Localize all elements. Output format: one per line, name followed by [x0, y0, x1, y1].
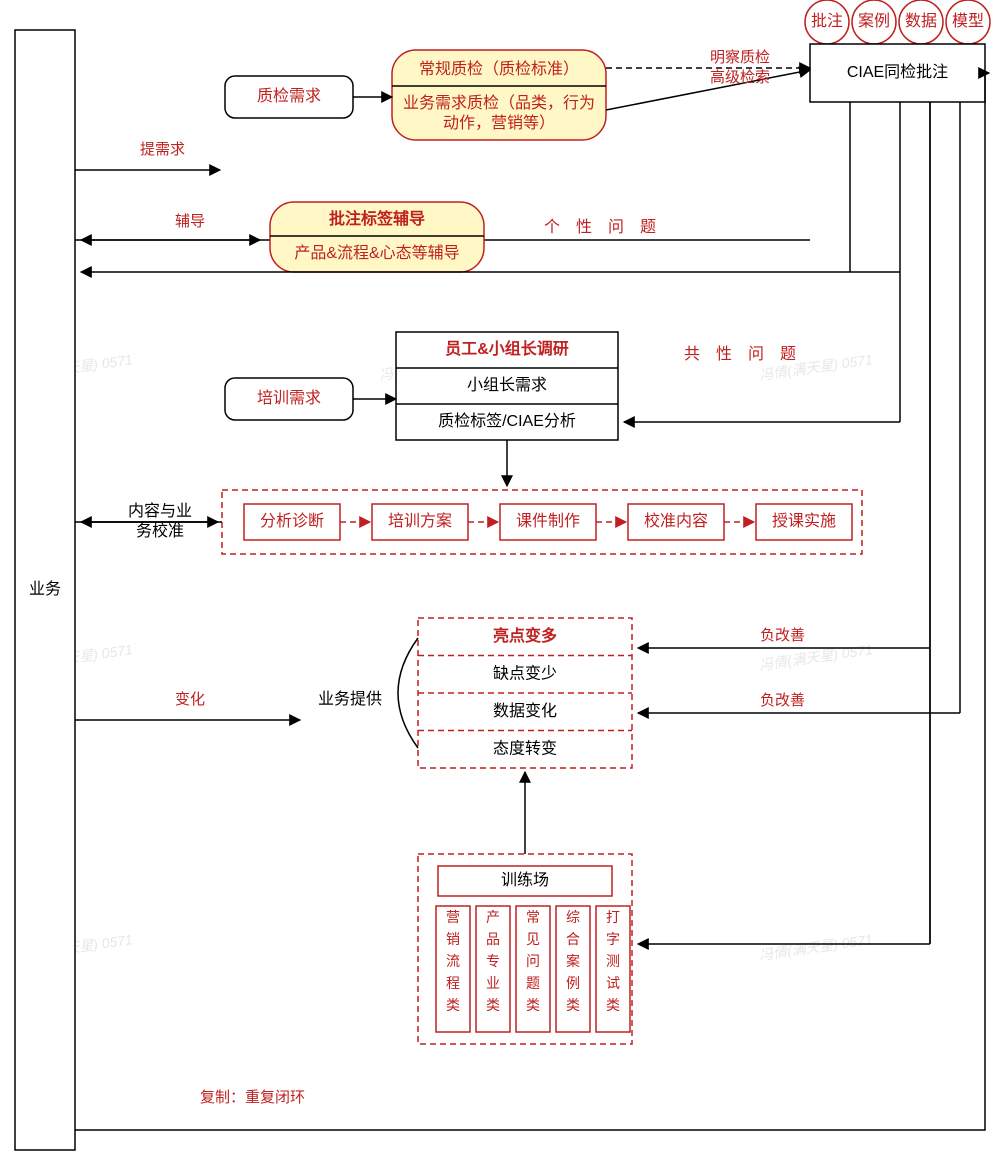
svg-text:明察质检: 明察质检: [710, 48, 770, 66]
svg-text:例: 例: [566, 975, 580, 991]
svg-text:常: 常: [526, 909, 540, 925]
svg-text:批注: 批注: [811, 12, 843, 30]
svg-text:问: 问: [526, 953, 540, 969]
svg-text:培训方案: 培训方案: [388, 512, 452, 530]
svg-text:品: 品: [486, 931, 500, 947]
svg-text:复制：重复闭环: 复制：重复闭环: [200, 1088, 305, 1106]
svg-text:小组长需求: 小组长需求: [467, 376, 547, 394]
svg-text:态度转变: 态度转变: [493, 739, 557, 757]
svg-text:产: 产: [486, 909, 500, 925]
svg-text:案例: 案例: [858, 12, 890, 30]
svg-text:业: 业: [486, 975, 500, 991]
svg-text:CIAE同检批注: CIAE同检批注: [847, 63, 948, 81]
svg-text:数据: 数据: [905, 12, 937, 30]
svg-text:流: 流: [446, 953, 460, 969]
svg-text:员工&小组长调研: 员工&小组长调研: [445, 339, 569, 358]
svg-text:共 性 问 题: 共 性 问 题: [684, 345, 796, 363]
watermark: 冯倩(满天星) 0571: [758, 931, 873, 963]
svg-text:打: 打: [606, 909, 620, 925]
svg-text:合: 合: [566, 931, 580, 947]
svg-text:业务需求质检（品类，行为: 业务需求质检（品类，行为: [403, 94, 595, 112]
svg-text:营: 营: [446, 909, 460, 925]
svg-text:专: 专: [486, 953, 500, 969]
svg-text:分析诊断: 分析诊断: [260, 512, 324, 530]
flowchart: 冯倩(满天星) 0571冯倩(满天星) 0571冯倩(满天星) 0571冯倩(满…: [0, 0, 998, 1156]
svg-text:高级检索: 高级检索: [710, 69, 770, 86]
svg-text:负改善: 负改善: [760, 692, 805, 709]
svg-text:业务: 业务: [29, 580, 61, 598]
watermark: 冯倩(满天星) 0571: [758, 641, 873, 673]
svg-text:务校准: 务校准: [136, 522, 184, 540]
svg-text:批注标签辅导: 批注标签辅导: [329, 209, 425, 228]
svg-text:质检需求: 质检需求: [257, 87, 321, 105]
svg-text:缺点变少: 缺点变少: [493, 664, 557, 682]
svg-text:案: 案: [566, 953, 580, 969]
svg-text:业务提供: 业务提供: [318, 690, 382, 708]
svg-text:培训需求: 培训需求: [257, 389, 321, 407]
svg-text:字: 字: [606, 931, 620, 947]
svg-text:校准内容: 校准内容: [644, 512, 708, 530]
svg-text:类: 类: [566, 997, 580, 1013]
svg-text:销: 销: [446, 931, 460, 947]
svg-text:数据变化: 数据变化: [493, 702, 557, 720]
svg-text:题: 题: [526, 975, 540, 991]
svg-text:模型: 模型: [952, 12, 984, 30]
svg-text:动作，营销等）: 动作，营销等）: [443, 114, 555, 132]
svg-text:课件制作: 课件制作: [516, 512, 580, 530]
svg-text:训练场: 训练场: [501, 871, 549, 889]
svg-text:负改善: 负改善: [760, 627, 805, 644]
svg-text:亮点变多: 亮点变多: [493, 626, 557, 645]
svg-text:程: 程: [446, 975, 460, 991]
svg-text:内容与业: 内容与业: [128, 502, 192, 520]
svg-text:见: 见: [526, 931, 540, 947]
svg-text:辅导: 辅导: [175, 213, 205, 230]
svg-text:变化: 变化: [175, 691, 205, 708]
svg-text:授课实施: 授课实施: [772, 512, 836, 530]
svg-text:类: 类: [606, 997, 620, 1013]
svg-text:类: 类: [526, 997, 540, 1013]
svg-text:类: 类: [446, 997, 460, 1013]
svg-text:试: 试: [606, 975, 620, 991]
svg-text:产品&流程&心态等辅导: 产品&流程&心态等辅导: [294, 244, 459, 262]
svg-text:类: 类: [486, 997, 500, 1013]
svg-text:个 性 问 题: 个 性 问 题: [544, 218, 656, 236]
svg-text:常规质检（质检标准）: 常规质检（质检标准）: [419, 60, 579, 78]
svg-text:综: 综: [566, 909, 580, 925]
svg-text:质检标签/CIAE分析: 质检标签/CIAE分析: [438, 412, 576, 430]
svg-text:测: 测: [606, 953, 620, 969]
svg-text:提需求: 提需求: [140, 141, 185, 158]
